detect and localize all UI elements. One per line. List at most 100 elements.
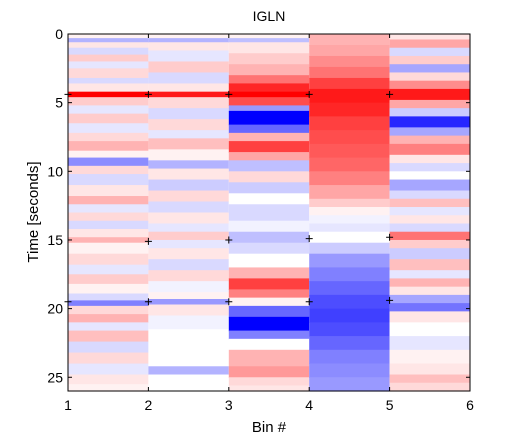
heatmap-cell [148,72,229,85]
event-marker [144,237,152,245]
heatmap-cell [68,91,149,98]
event-marker [225,90,233,98]
plot-frame [67,33,471,392]
heatmap-cell [389,39,470,49]
heatmap-cell [228,38,310,43]
heatmap-cell [228,53,310,65]
heatmap-cell [389,64,470,74]
heatmap-cell [309,143,390,159]
heatmap-cell [68,38,149,43]
x-tick-label: 5 [386,397,394,413]
heatmap-cell [389,382,470,392]
heatmap-cell [148,97,229,109]
heatmap-cell [309,185,390,200]
y-tick-label: 10 [47,163,63,179]
heatmap-cell [68,77,149,85]
heatmap-cell [228,182,310,194]
heatmap-cell [68,242,149,255]
heatmap-cell [148,190,229,203]
y-tick-label: 0 [55,26,63,42]
heatmap-cell [148,83,229,93]
heatmap-cell [228,231,310,244]
heatmap-cell [309,223,390,233]
heatmap-cell [228,152,310,161]
heatmap-cell [309,377,390,392]
heatmap-cell [148,108,229,120]
heatmap-cell [68,305,149,315]
heatmap-cell [309,308,390,323]
heatmap-cell [148,42,229,52]
heatmap-cell [389,135,470,145]
x-tick-label: 3 [225,397,233,413]
heatmap-cell [389,88,470,101]
heatmap-cell [309,294,390,310]
y-axis: 0 5 10 15 20 25 [47,26,470,385]
y-axis-label: Time [seconds] [25,161,42,262]
heatmap-cell [148,231,229,241]
heatmap-cell [389,374,470,384]
heatmap-cell [389,198,470,208]
y-tick-label: 5 [55,95,63,111]
heatmap-cell [309,116,390,131]
heatmap-cell [148,292,229,300]
heatmap-cell [228,305,310,318]
heatmap-cell [148,239,229,249]
heatmap-cell [228,64,310,76]
heatmap-cell [309,215,390,225]
heatmap-cell [68,264,149,275]
heatmap-cell [228,91,310,98]
heatmap-cell [309,171,390,186]
heatmap-cell [309,130,390,145]
heatmap-cell [68,352,149,365]
heatmap-cell [148,329,229,367]
heatmap-cell [309,157,390,172]
heatmap-cell [148,366,229,376]
heatmap-cell [228,220,310,233]
heatmap-cell [309,281,390,296]
heatmap-cell [228,110,310,126]
event-markers [64,90,394,306]
x-axis: 1 2 3 4 5 6 [64,34,474,413]
heatmap-cell [68,157,149,167]
heatmap-column-4 [309,34,390,392]
heatmap-cell [228,141,310,153]
heatmap-cell [68,132,149,142]
heatmap-cell [389,127,470,137]
heatmap-cell [68,61,149,69]
heatmap-cell [389,270,470,280]
heatmap-cell [228,366,310,378]
heatmap-cell [68,274,149,285]
heatmap-column-1 [68,34,149,392]
heatmap-cell [228,253,310,269]
heatmap-cell [309,88,390,104]
heatmap-cell [389,278,470,288]
heatmap-cell [148,34,229,39]
heatmap-cell [68,185,149,197]
heatmap-cell [389,349,470,365]
heatmap-cell [389,99,470,109]
heatmap-cell [148,91,229,98]
heatmap-cell [68,174,149,186]
heatmap-cell [389,108,470,117]
heatmap-cell [228,204,310,222]
heatmap-cell [68,196,149,205]
heatmap-cell [309,267,390,282]
heatmap-cell [228,160,310,172]
heatmap-cell [68,83,149,93]
y-tick-label: 15 [47,232,63,248]
heatmap-cell [389,294,470,304]
heatmap-cell [389,116,470,128]
heatmap-cell [389,248,470,260]
x-tick-label: 4 [305,397,313,413]
heatmap-cell [228,132,310,142]
heatmap-cell [389,154,470,164]
heatmap-cell [68,150,149,159]
heatmap-cell [309,207,390,216]
heatmap-cell [68,228,149,238]
heatmap-cell [228,193,310,205]
heatmap-cell [389,239,470,249]
x-tick-label: 1 [64,397,72,413]
event-marker [305,90,313,98]
heatmap-cell [309,66,390,79]
